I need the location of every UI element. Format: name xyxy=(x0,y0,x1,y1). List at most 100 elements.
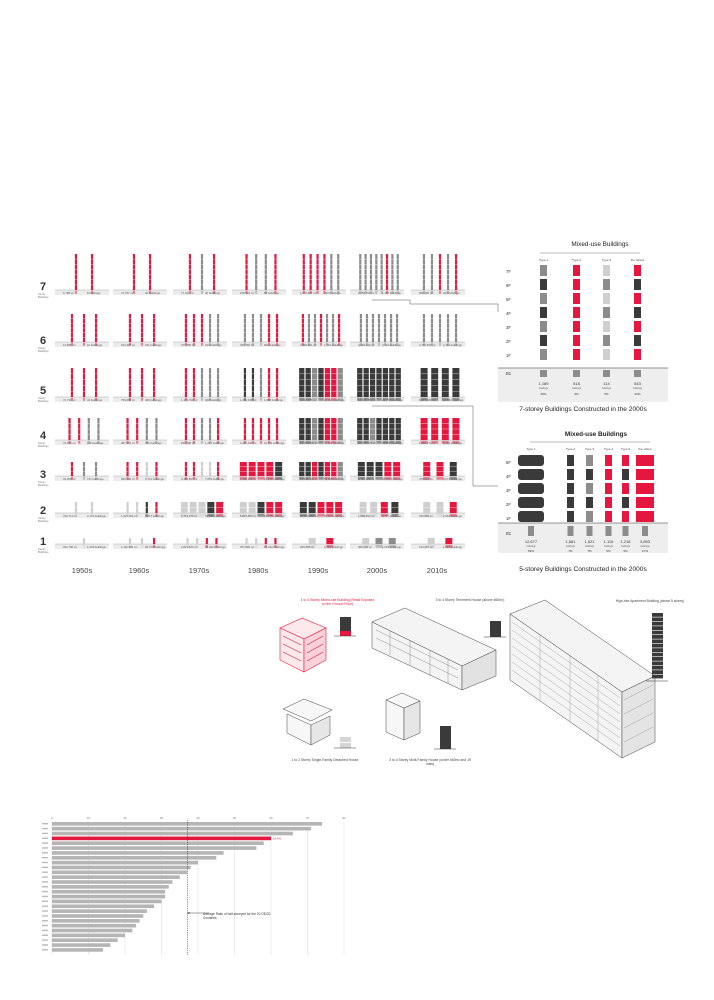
basement xyxy=(427,544,435,548)
highrise-legend-swatch xyxy=(646,613,668,682)
building-bar xyxy=(449,462,457,476)
building-bar xyxy=(216,462,220,476)
building-bar xyxy=(427,538,435,544)
bar xyxy=(52,870,188,875)
basement xyxy=(319,342,323,346)
basement xyxy=(323,290,326,294)
basement xyxy=(192,342,196,346)
cell-count: 191 buildings xyxy=(145,343,162,347)
matrix-cell-2storey-1990s: 16,190,680 m² 78,074 buildings xyxy=(292,502,346,518)
tenement-legend-swatch xyxy=(484,621,506,638)
percent-label: 5% xyxy=(604,392,609,396)
basement xyxy=(136,440,139,444)
basement xyxy=(305,440,311,444)
building-bar xyxy=(366,462,374,476)
basement xyxy=(74,290,78,294)
building-bar xyxy=(274,538,277,544)
floor-block xyxy=(622,511,629,522)
legend-multi-caption: 3 to 4 Storey Multi-Family House (under … xyxy=(389,758,471,767)
basement xyxy=(208,342,212,346)
building-bar xyxy=(375,538,383,544)
basement xyxy=(452,440,460,444)
cell-count: 27,879 buildings xyxy=(264,477,285,481)
basement xyxy=(70,342,74,346)
floor-block xyxy=(567,455,574,466)
bar xyxy=(52,904,155,909)
cell-area: 14,866 m² xyxy=(63,343,76,347)
percent-label: 48% xyxy=(540,392,546,396)
basement xyxy=(128,397,132,401)
storey-sub-3: Storey Buildings xyxy=(38,481,49,487)
storey-sub-7: Storey Buildings xyxy=(38,293,49,299)
basement xyxy=(239,513,247,517)
floor-block xyxy=(605,483,612,494)
cell-area: 2,821,803 m² xyxy=(181,545,198,549)
floor-block xyxy=(586,483,593,494)
building-bar xyxy=(384,462,392,476)
building-bar xyxy=(431,368,439,397)
bar xyxy=(52,894,166,899)
floor-label: 3F xyxy=(506,488,511,493)
basement xyxy=(267,440,271,444)
building-bar xyxy=(128,538,132,544)
building-bar xyxy=(245,538,248,544)
category-label xyxy=(42,929,48,932)
bar xyxy=(52,855,217,860)
ground-band xyxy=(173,440,227,445)
basement xyxy=(207,513,215,517)
building-bar xyxy=(389,368,395,397)
floor-block xyxy=(603,265,610,276)
basement xyxy=(266,476,274,480)
building-bar xyxy=(82,538,86,544)
bar xyxy=(52,938,118,943)
basement xyxy=(382,440,389,444)
basement xyxy=(326,513,334,517)
floor-block xyxy=(567,483,574,494)
multi-family-legend-swatch xyxy=(434,726,456,750)
building-bar xyxy=(393,462,401,476)
building-bar xyxy=(446,254,450,290)
basement xyxy=(200,476,204,480)
matrix-cell-2storey-2010s: 706,669 m² 2,953 buildings xyxy=(411,502,465,518)
count-label: 1,521 xyxy=(584,539,595,544)
type-label: Type 4 xyxy=(604,447,613,451)
count-unit: buildings xyxy=(585,546,595,548)
cell-count: 3,071 buildings xyxy=(443,477,462,481)
basement xyxy=(311,440,318,444)
decade-label-1980s: 1980s xyxy=(247,566,269,575)
matrix-cell-5storey-2010s: 6,177,384 m² 12,583 buildings xyxy=(411,368,465,402)
basement xyxy=(239,476,247,480)
basement xyxy=(184,397,188,401)
basement-block xyxy=(573,370,580,377)
basement xyxy=(128,342,132,346)
floor-block xyxy=(518,483,544,494)
matrix-cell-5storey-1950s: 72,739 m² 43 buildings xyxy=(55,368,109,402)
floor-label: 7F xyxy=(506,269,511,274)
category-label xyxy=(42,871,48,873)
basement xyxy=(357,476,365,480)
floor-label: 5F xyxy=(506,460,511,465)
single-family-legend-swatch xyxy=(334,737,356,749)
ground-band xyxy=(411,342,465,347)
cell-area: 790,711 m² xyxy=(63,514,77,518)
building-bar xyxy=(215,538,218,544)
matrix-cell-5storey-1990s: 6,218,405 m² 10,461 buildings xyxy=(292,368,346,402)
building-bar xyxy=(126,462,129,476)
cell-area: 4,399,919 m² xyxy=(358,343,375,347)
matrix-cell-1storey-2010s: 133,867 m² 1,437 buildings xyxy=(411,538,465,549)
building-bar xyxy=(382,368,389,397)
basement xyxy=(391,513,399,517)
cell-area: 950,265 m² xyxy=(419,291,433,295)
category-label xyxy=(42,890,48,893)
building-bar xyxy=(388,538,396,544)
category-label xyxy=(42,881,48,883)
building-bar xyxy=(311,368,318,397)
matrix-cell-4storey-2000s: 10,316,673 m² 33,807 buildings xyxy=(350,418,404,445)
building-bar xyxy=(364,254,367,290)
floor-block xyxy=(622,497,629,508)
building-bar xyxy=(309,254,312,290)
basement xyxy=(200,342,204,346)
basement xyxy=(78,440,81,444)
basement xyxy=(251,440,255,444)
bar xyxy=(52,933,125,938)
